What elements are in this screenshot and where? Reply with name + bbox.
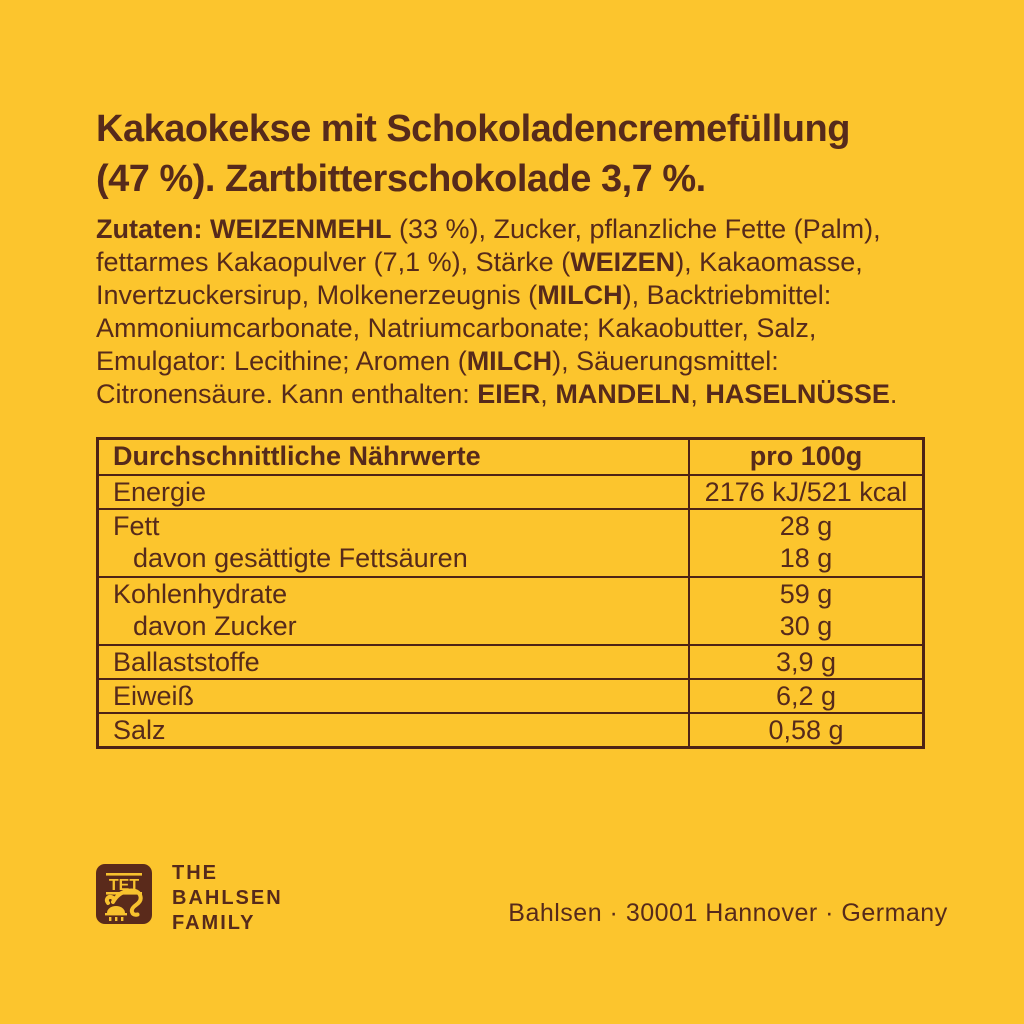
nutrient-label: Eiweiß — [113, 681, 195, 711]
nutrient-value: 3,9 g — [688, 646, 922, 678]
allergen-emphasis: MILCH — [537, 280, 623, 310]
table-row: Energie 2176 kJ/521 kcal — [99, 474, 922, 508]
ingredients-line: Ammoniumcarbonate, Natriumcarbonate; Kak… — [96, 312, 916, 345]
ingredients-text: Invertzuckersirup, Molkenerzeugnis ( — [96, 280, 538, 310]
product-title-line1: Kakaokekse mit Schokoladencremefüllung — [96, 108, 850, 150]
nutrient-label: Kohlenhydrate — [113, 579, 288, 609]
ingredients-text: . — [889, 379, 898, 409]
ingredients-text: fettarmes Kakaopulver (7,1 %), Stärke ( — [96, 247, 571, 277]
nutrient-label: Ballaststoffe — [113, 647, 260, 677]
nutrient-value: 2176 kJ/521 kcal — [688, 476, 922, 508]
allergen-emphasis: MILCH — [466, 346, 553, 376]
nutrient-label: Fett — [113, 511, 160, 541]
table-row: Salz 0,58 g — [99, 712, 922, 746]
table-row: Eiweiß 6,2 g — [99, 678, 922, 712]
product-title: Kakaokekse mit Schokoladencremefüllung (… — [96, 104, 936, 204]
table-row: davon gesättigte Fettsäuren 18 g — [99, 542, 922, 576]
table-row: Fett 28 g — [99, 508, 922, 542]
ingredients-text: , — [690, 379, 706, 409]
ingredients-text: (33 %), Zucker, pflanzliche Fette (Palm)… — [391, 214, 881, 244]
nutrient-sublabel: davon gesättigte Fettsäuren — [133, 543, 468, 573]
nutrient-value: 30 g — [688, 610, 922, 644]
nutrient-value: 59 g — [688, 578, 922, 610]
ingredients-line: Zutaten: WEIZENMEHL (33 %), Zucker, pfla… — [96, 213, 916, 246]
table-row: Kohlenhydrate 59 g — [99, 576, 922, 610]
manufacturer-address: Bahlsen · 30001 Hannover · Germany — [508, 899, 948, 927]
nutrient-value: 18 g — [688, 542, 922, 576]
ingredients-text: ), Backtriebmittel: — [622, 280, 832, 310]
nutrition-header-label: Durchschnittliche Nährwerte — [113, 441, 481, 471]
ingredients-line: fettarmes Kakaopulver (7,1 %), Stärke (W… — [96, 246, 916, 279]
allergen-emphasis: WEIZEN — [570, 247, 676, 277]
table-row: Ballaststoffe 3,9 g — [99, 644, 922, 678]
brand-wordmark-line: FAMILY — [172, 912, 256, 934]
allergen-emphasis: Zutaten: WEIZENMEHL — [96, 214, 392, 244]
ingredients-text: ), Kakaomasse, — [675, 247, 863, 277]
nutrient-label: Salz — [113, 715, 166, 745]
nutrition-header-unit: pro 100g — [688, 440, 922, 474]
allergen-emphasis: EIER — [477, 379, 541, 409]
ingredients-text: , — [540, 379, 556, 409]
nutrient-value: 6,2 g — [688, 680, 922, 712]
product-title-line2: (47 %). Zartbitterschokolade 3,7 %. — [96, 158, 706, 200]
ingredients-line: Citronensäure. Kann enthalten: EIER, MAN… — [96, 378, 916, 411]
nutrient-value: 28 g — [688, 510, 922, 542]
ingredients-text: Citronensäure. Kann enthalten: — [96, 379, 478, 409]
nutrition-header-row: Durchschnittliche Nährwerte pro 100g — [99, 440, 922, 474]
nutrient-sublabel: davon Zucker — [133, 611, 297, 641]
ingredients-paragraph: Zutaten: WEIZENMEHL (33 %), Zucker, pfla… — [96, 213, 916, 411]
allergen-emphasis: HASELNÜSSE — [705, 379, 890, 409]
nutrition-table: Durchschnittliche Nährwerte pro 100g Ene… — [96, 437, 925, 749]
brand-wordmark: THE BAHLSEN FAMILY — [172, 861, 283, 936]
ingredients-text: Emulgator: Lecithine; Aromen ( — [96, 346, 467, 376]
ingredients-line: Emulgator: Lecithine; Aromen (MILCH), Sä… — [96, 345, 916, 378]
tet-logo-icon: TET — [95, 863, 153, 925]
brand-wordmark-line: THE — [172, 862, 218, 884]
nutrient-value: 0,58 g — [688, 714, 922, 746]
allergen-emphasis: MANDELN — [555, 379, 691, 409]
table-row: davon Zucker 30 g — [99, 610, 922, 644]
nutrient-label: Energie — [113, 477, 207, 507]
brand-block: TET THE BAHLSEN FAMILY — [95, 861, 515, 936]
ingredients-text: ), Säuerungsmittel: — [552, 346, 779, 376]
ingredients-line: Invertzuckersirup, Molkenerzeugnis (MILC… — [96, 279, 916, 312]
brand-wordmark-line: BAHLSEN — [172, 887, 283, 909]
ingredients-text: Ammoniumcarbonate, Natriumcarbonate; Kak… — [96, 313, 817, 343]
